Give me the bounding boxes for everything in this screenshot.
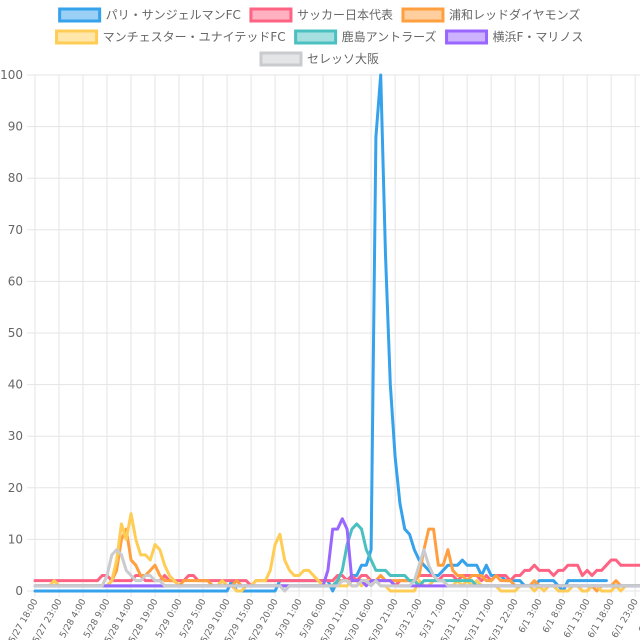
legend-label: 浦和レッドダイヤモンズ xyxy=(449,7,580,22)
legend-item[interactable]: サッカー日本代表 xyxy=(249,7,393,23)
y-tick-label: 30 xyxy=(8,429,23,443)
legend-label: 横浜F・マリノス xyxy=(493,30,584,44)
y-tick-label: 50 xyxy=(8,326,23,340)
legend-label: セレッソ大阪 xyxy=(307,52,379,66)
series-line[interactable] xyxy=(33,558,640,588)
legend-swatch xyxy=(259,51,303,67)
y-tick-label: 60 xyxy=(8,274,23,288)
legend-swatch xyxy=(445,29,489,45)
legend-label: 鹿島アントラーズ xyxy=(342,29,437,44)
y-tick-label: 100 xyxy=(0,68,23,82)
y-tick-label: 40 xyxy=(8,378,23,392)
legend-item[interactable]: 浦和レッドダイヤモンズ xyxy=(401,7,580,23)
y-axis: 0 10 20 30 40 50 60 70 80 90 100 xyxy=(0,68,23,598)
legend-swatch xyxy=(55,29,99,45)
legend-item[interactable]: 鹿島アントラーズ xyxy=(294,29,437,45)
y-tick-label: 80 xyxy=(8,171,23,185)
chart-grid xyxy=(27,74,640,597)
x-axis: 5/27 18:005/27 23:005/28 4:005/28 9:005/… xyxy=(7,597,640,640)
legend-item[interactable]: パリ・サンジェルマンFC xyxy=(58,7,241,23)
chart-legend: パリ・サンジェルマンFC サッカー日本代表 浦和レッドダイヤモンズマンチェスター・ユ… xyxy=(55,7,584,67)
chart-series xyxy=(33,73,640,593)
y-tick-label: 10 xyxy=(8,532,23,546)
legend-label: パリ・サンジェルマンFC xyxy=(106,8,241,22)
series-line[interactable] xyxy=(33,512,640,593)
legend-label: マンチェスター・ユナイテッドFC xyxy=(103,30,286,44)
y-tick-label: 20 xyxy=(8,481,23,495)
legend-swatch xyxy=(249,7,293,23)
series-line[interactable] xyxy=(33,548,640,593)
y-tick-label: 0 xyxy=(15,584,23,598)
y-tick-label: 90 xyxy=(8,120,23,134)
y-tick-label: 70 xyxy=(8,223,23,237)
legend-item[interactable]: マンチェスター・ユナイテッドFC xyxy=(55,29,286,45)
legend-swatch xyxy=(401,7,445,23)
legend-swatch xyxy=(294,29,338,45)
legend-item[interactable]: 横浜F・マリノス xyxy=(445,29,584,45)
legend-label: サッカー日本代表 xyxy=(297,8,393,22)
legend-item[interactable]: セレッソ大阪 xyxy=(259,51,379,67)
legend-swatch xyxy=(58,7,102,23)
